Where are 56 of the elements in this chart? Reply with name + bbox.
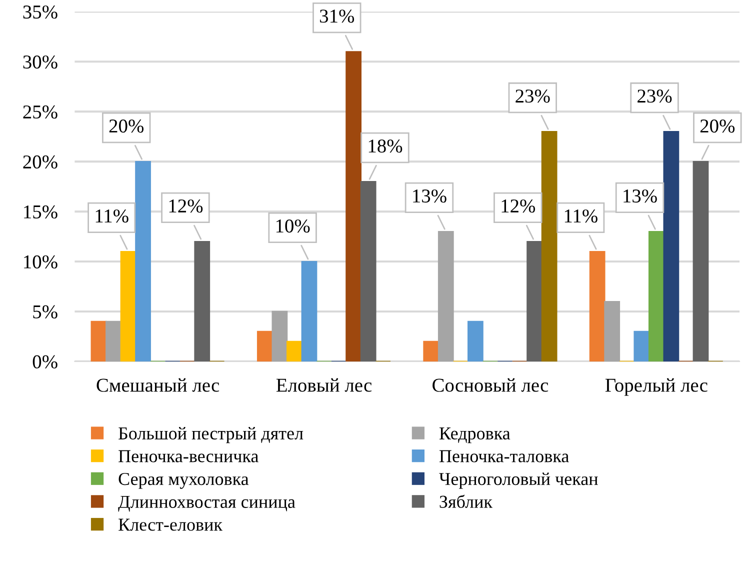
y-tick-label: 25%	[23, 105, 58, 119]
data-label: 20%	[700, 120, 735, 133]
data-label: 20%	[109, 120, 144, 133]
bar	[604, 300, 620, 362]
data-label: 23%	[516, 90, 550, 103]
bar	[360, 181, 376, 362]
bar	[135, 161, 151, 362]
y-tick-label: 30%	[23, 55, 58, 69]
y-tick-label: 35%	[23, 5, 58, 19]
y-tick-label: 15%	[24, 205, 58, 219]
legend-label: Серая мухоловка	[118, 472, 249, 489]
data-label: 10%	[276, 219, 310, 233]
x-tick-label: Горелый лес	[605, 378, 708, 396]
y-tick-label: 0%	[32, 355, 58, 368]
y-tick-label: 10%	[24, 255, 58, 269]
data-label: 23%	[638, 90, 672, 103]
bar	[256, 330, 273, 362]
bar	[589, 250, 606, 362]
legend-label: Зяблик	[440, 494, 493, 508]
data-label: 12%	[169, 199, 203, 213]
y-tick-label: 5%	[33, 305, 58, 318]
x-tick-label: Сосновый лес	[432, 378, 548, 392]
bar	[692, 161, 709, 362]
bar	[634, 330, 650, 362]
y-tick-label: 20%	[23, 155, 58, 169]
data-label: 18%	[368, 139, 402, 153]
bar	[194, 240, 210, 362]
data-label: 13%	[413, 189, 446, 203]
bar	[541, 131, 558, 362]
data-label: 11%	[96, 209, 128, 223]
bar	[272, 310, 288, 362]
legend-label: Клест-еловик	[118, 518, 222, 531]
legend-label: Кедровка	[439, 427, 510, 444]
legend-label: Пеночка-таловка	[439, 450, 569, 462]
data-label: 12%	[502, 199, 536, 213]
x-tick-label: Смешаный лес	[96, 378, 220, 392]
bar	[120, 250, 136, 362]
bar	[346, 51, 362, 362]
legend-label: Пеночка-весничка	[118, 450, 258, 462]
legend-label: Длиннохвостая синица	[118, 496, 296, 512]
bar	[90, 320, 107, 362]
bar	[663, 131, 680, 362]
bar	[468, 320, 484, 362]
bar	[106, 320, 122, 362]
bar	[526, 240, 542, 362]
bar	[286, 340, 302, 362]
legend-label: Черноголовый чекан	[439, 472, 598, 489]
bar	[648, 230, 664, 362]
bar	[438, 230, 454, 362]
bar	[423, 340, 440, 362]
legend-label: Большой пестрый дятел	[118, 426, 304, 444]
bar	[301, 260, 318, 362]
data-label: 31%	[320, 10, 354, 23]
data-label: 11%	[564, 209, 598, 223]
data-label: 13%	[624, 189, 657, 203]
x-tick-label: Еловый лес	[276, 378, 372, 392]
